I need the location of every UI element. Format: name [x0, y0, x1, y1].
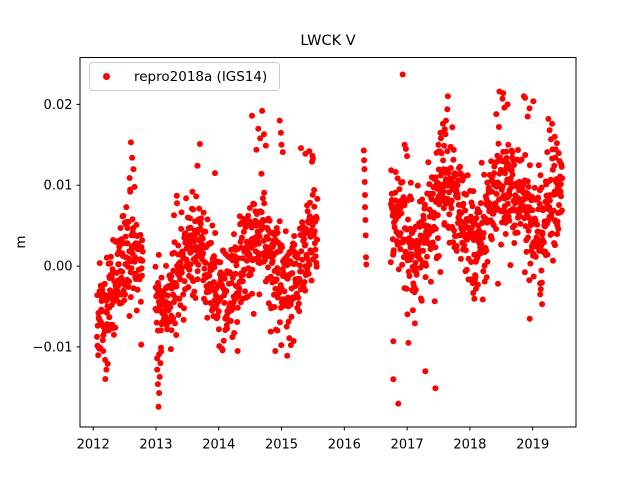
scatter-points [94, 71, 566, 410]
x-tick-label: 2019 [516, 438, 549, 453]
legend-label: repro2018a (IGS14) [134, 68, 268, 85]
y-tick-label: 0.01 [44, 179, 73, 194]
y-axis-label: m [13, 235, 29, 249]
scatter-marker-icon [103, 73, 110, 80]
legend-box: repro2018a (IGS14) [89, 62, 280, 91]
x-tick-label: 2016 [328, 438, 361, 453]
x-tick-label: 2017 [391, 438, 424, 453]
x-tick-label: 2013 [139, 438, 172, 453]
x-tick-label: 2014 [202, 438, 235, 453]
y-tick-label: −0.01 [33, 340, 73, 355]
axes-spines [79, 57, 577, 428]
chart-title: LWCK V [300, 33, 356, 49]
x-tick-label: 2015 [265, 438, 298, 453]
x-tick-label: 2012 [77, 438, 110, 453]
y-tick-label: 0.02 [44, 98, 73, 113]
y-tick-label: 0.00 [44, 260, 73, 275]
x-tick-label: 2018 [453, 438, 486, 453]
